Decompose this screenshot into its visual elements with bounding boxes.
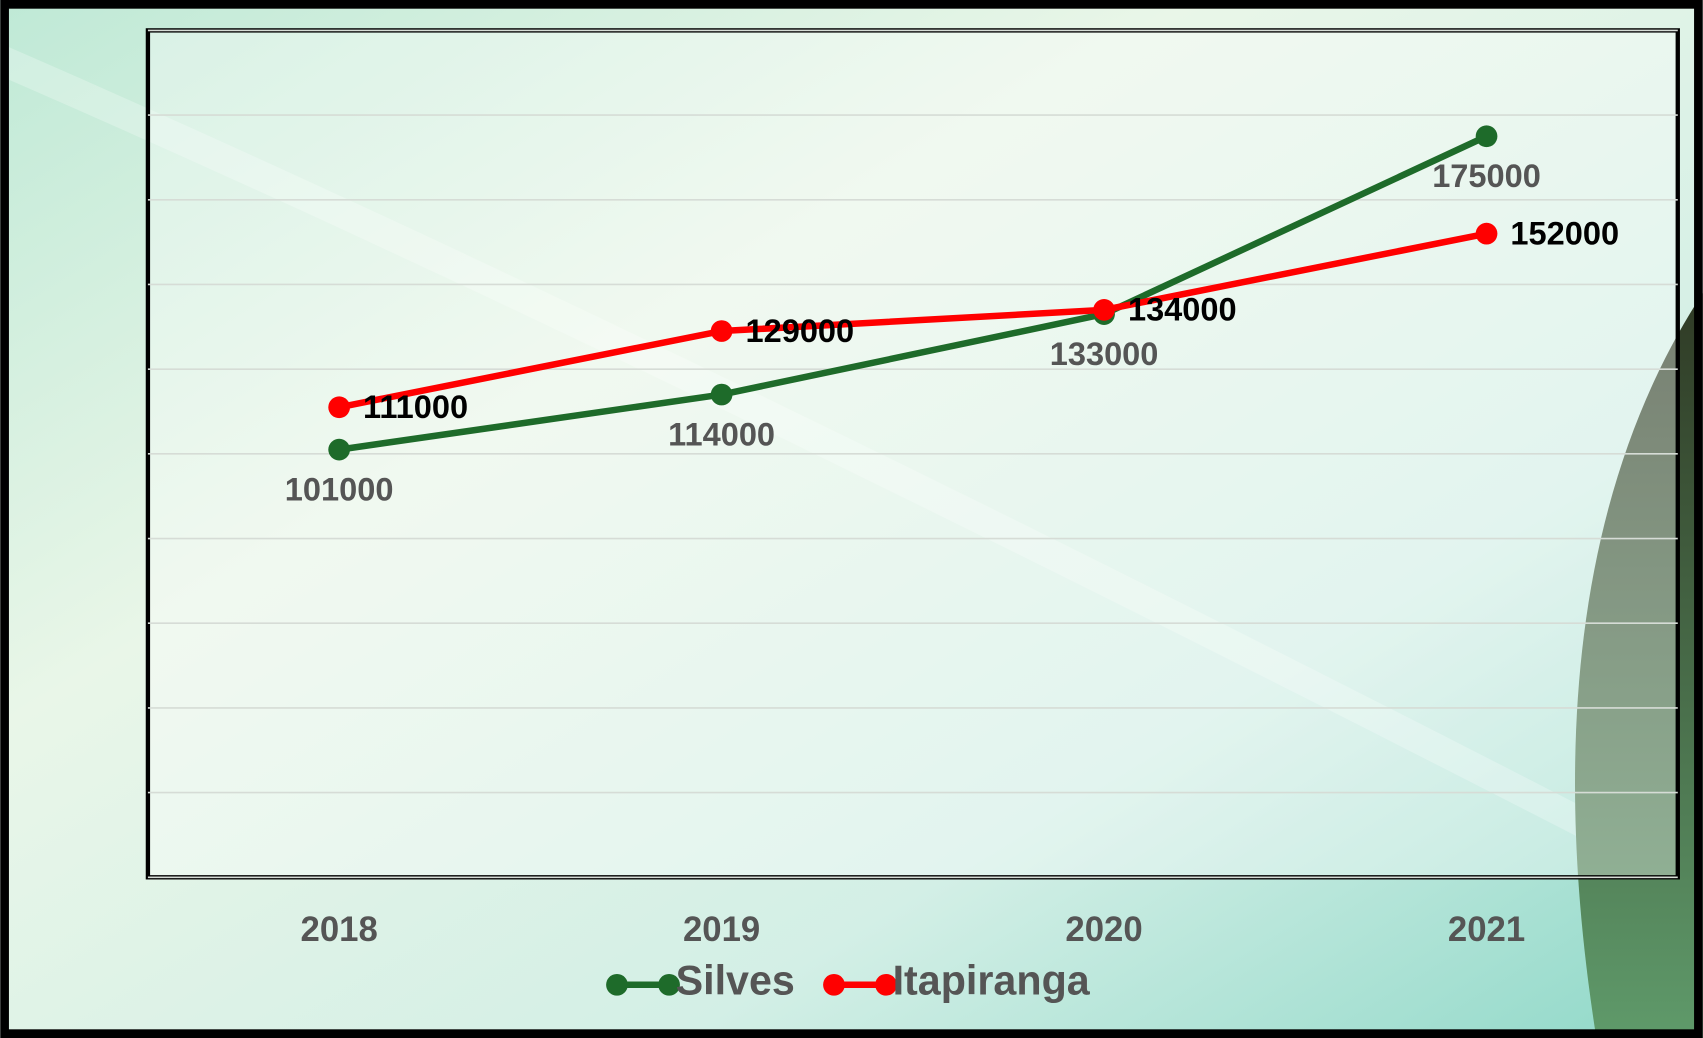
legend-label: Silves bbox=[676, 958, 795, 1004]
x-tick-label: 2021 bbox=[1448, 911, 1525, 949]
point bbox=[711, 384, 733, 406]
point bbox=[1093, 299, 1115, 321]
legend-label: Itapiranga bbox=[893, 958, 1091, 1004]
point bbox=[328, 439, 350, 461]
data-label: 152000 bbox=[1510, 215, 1619, 251]
data-label: 129000 bbox=[746, 313, 855, 349]
data-label: 114000 bbox=[668, 417, 775, 453]
x-tick-label: 2019 bbox=[683, 911, 760, 949]
data-label: 101000 bbox=[285, 472, 394, 508]
chart: 2018 2019 2020 2021 101000 114000 133000 175000… bbox=[0, 0, 1703, 1038]
data-label: 175000 bbox=[1432, 158, 1541, 194]
data-label: 133000 bbox=[1050, 336, 1159, 372]
data-label: 134000 bbox=[1128, 292, 1237, 328]
point bbox=[711, 320, 733, 342]
x-tick-label: 2018 bbox=[301, 911, 378, 949]
point bbox=[1476, 223, 1498, 245]
page: {"chart_data":{"type":"line","categories… bbox=[0, 0, 1703, 1038]
x-tick-label: 2020 bbox=[1065, 911, 1142, 949]
legend-marker bbox=[606, 974, 628, 996]
data-label: 111000 bbox=[363, 389, 468, 425]
legend-marker bbox=[823, 974, 845, 996]
point bbox=[328, 396, 350, 418]
point bbox=[1476, 125, 1498, 147]
